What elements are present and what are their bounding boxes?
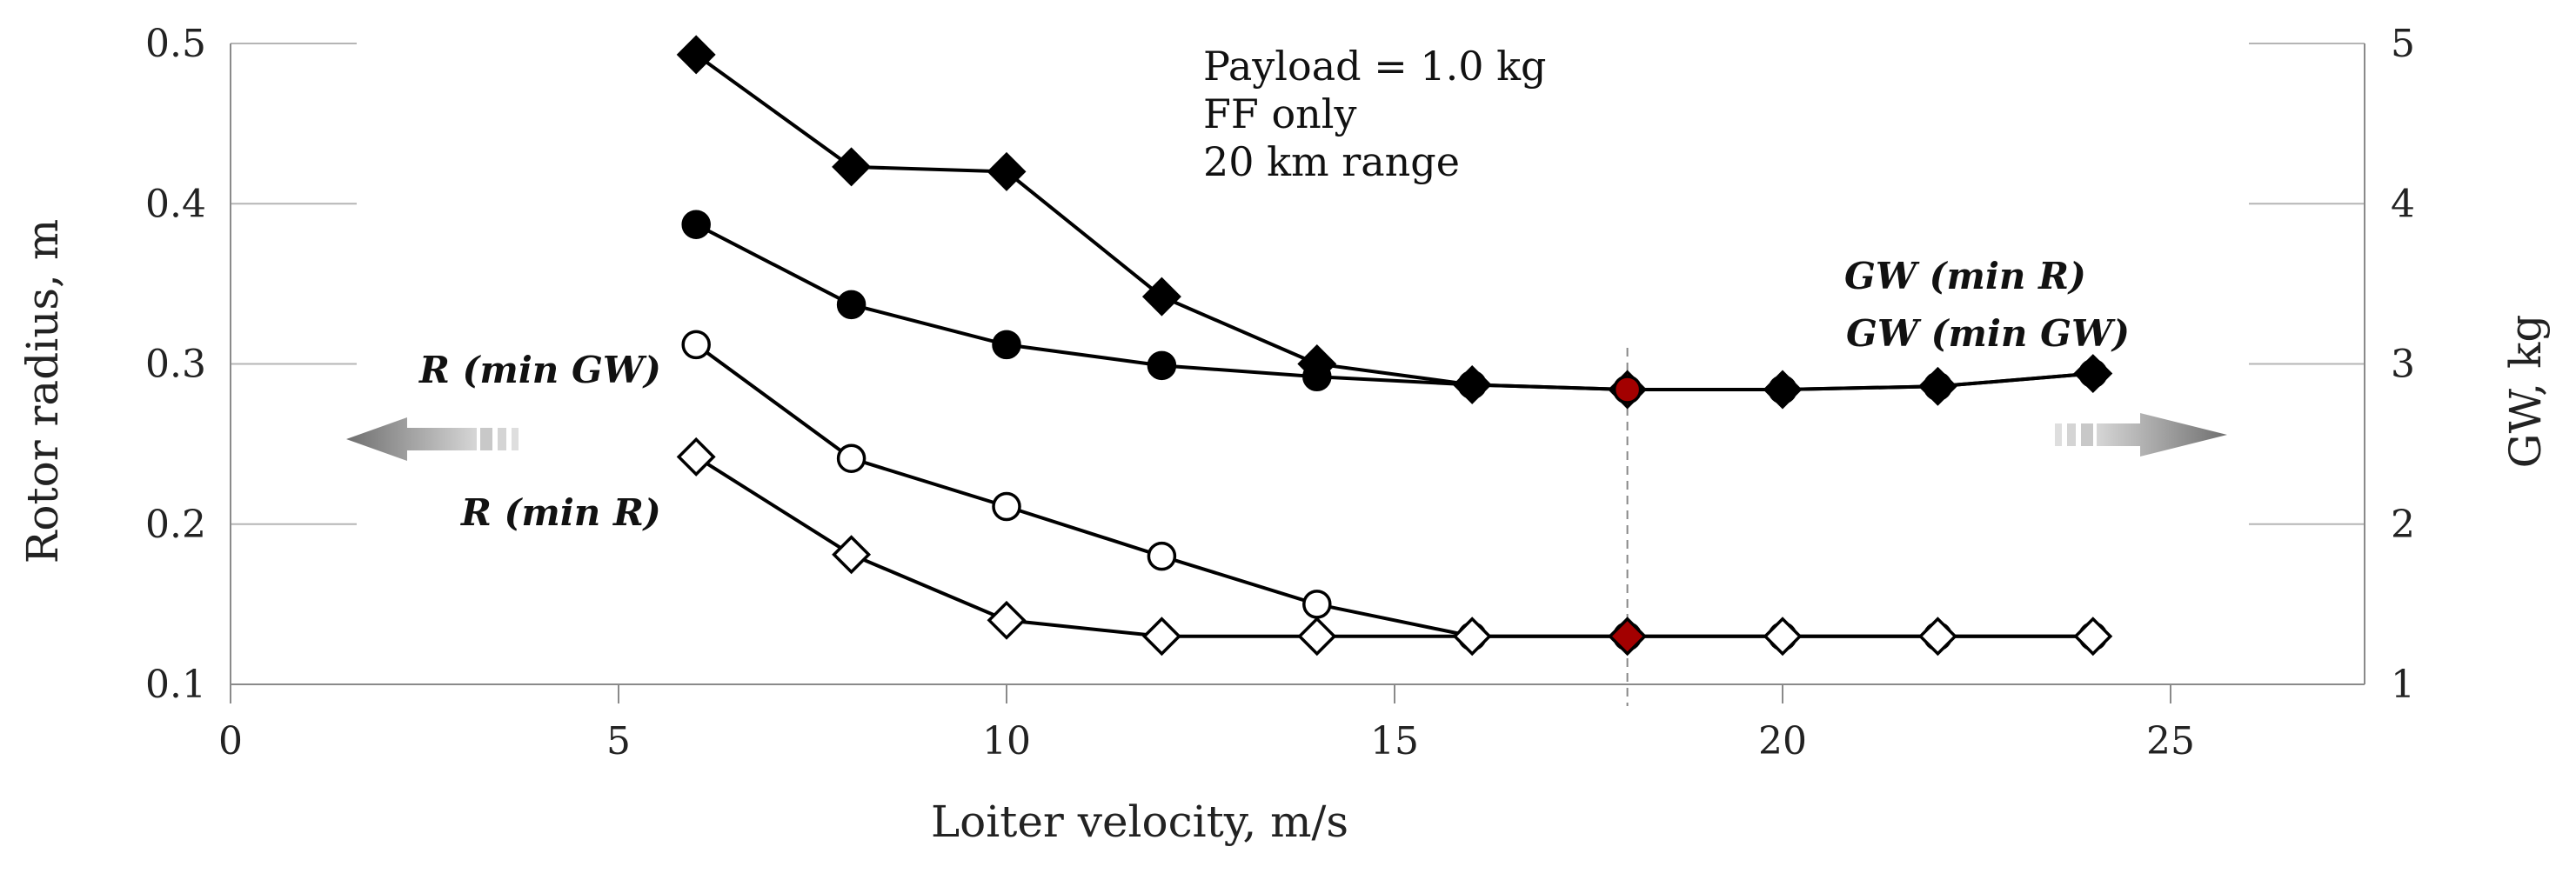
x-tick-label: 25	[2146, 719, 2195, 763]
y-tick-label: 0.2	[145, 503, 206, 547]
y-axis-title: Rotor radius, m	[17, 219, 68, 564]
series-line-r-min-r-	[695, 455, 2093, 638]
series-2-point	[681, 210, 711, 239]
y-tick-label: 0.3	[145, 343, 206, 387]
series-4-point	[1297, 617, 1337, 657]
label-gw-min-gw: GW (min GW)	[1846, 312, 2130, 355]
series-4-point	[676, 437, 716, 477]
y-tick-label: 0.1	[145, 663, 206, 707]
x-tick-label: 5	[606, 719, 631, 763]
axes	[230, 43, 2365, 703]
series-1-point	[1141, 277, 1181, 317]
gridlines	[231, 43, 2365, 525]
y-tick-label: 0.5	[145, 22, 206, 66]
series-4-point	[987, 600, 1027, 640]
label-r-min-r: R (min R)	[460, 491, 661, 534]
series-4-point	[2073, 617, 2113, 657]
y2-axis-title: GW, kg	[2500, 315, 2551, 469]
y2-tick-label: 1	[2391, 663, 2415, 707]
y2-tick-label: 2	[2391, 503, 2415, 547]
label-r-min-gw: R (min GW)	[418, 349, 661, 391]
series-2-point	[1302, 362, 1332, 391]
series-3-point	[681, 330, 711, 360]
x-axis-title: Loiter velocity, m/s	[931, 797, 1348, 847]
tick-labels: 0.1 0.2 0.3 0.4 0.5 1 2 3 4 5 0 5 10 15 20 25	[145, 22, 2415, 763]
series-4-point	[1452, 617, 1492, 657]
y2-tick-label: 5	[2391, 22, 2415, 66]
annotation-ff-only: FF only	[1203, 90, 1356, 137]
label-gw-min-r: GW (min R)	[1844, 255, 2086, 297]
annotation-range: 20 km range	[1203, 138, 1460, 185]
series-4-point	[1608, 617, 1648, 657]
x-tick-label: 0	[218, 719, 243, 763]
series-line-gw-min-gw-	[695, 223, 2093, 391]
series-2-point	[1147, 350, 1177, 381]
y-tick-label: 0.4	[145, 182, 206, 226]
series-3-point	[1147, 541, 1177, 571]
series-1-point	[987, 151, 1027, 191]
plot-area	[676, 35, 2113, 657]
series-4-point	[832, 535, 872, 575]
series-1-point	[832, 147, 872, 187]
y2-tick-label: 4	[2391, 182, 2415, 226]
series-4-point	[1763, 617, 1803, 657]
series-1-point	[676, 35, 716, 75]
series-2-point	[2078, 358, 2108, 389]
series-2-point	[1923, 371, 1953, 402]
x-tick-label: 10	[982, 719, 1031, 763]
series-2-point	[992, 330, 1021, 360]
series-2-point	[836, 290, 866, 320]
y2-tick-label: 3	[2391, 343, 2415, 387]
series-2-point	[1768, 375, 1797, 404]
x-tick-label: 20	[1758, 719, 1807, 763]
annotation-payload: Payload = 1.0 kg	[1203, 43, 1546, 90]
series-3-point	[1302, 590, 1332, 619]
series-3-point	[836, 443, 866, 473]
series-4-point	[1917, 617, 1957, 657]
right-axis-arrow	[2055, 413, 2227, 457]
series-3-point	[992, 491, 1021, 522]
series-4-point	[1141, 617, 1181, 657]
series-2-point	[1457, 370, 1487, 400]
x-tick-label: 15	[1370, 719, 1419, 763]
series-2-point	[1612, 375, 1643, 404]
left-axis-arrow	[346, 417, 519, 461]
